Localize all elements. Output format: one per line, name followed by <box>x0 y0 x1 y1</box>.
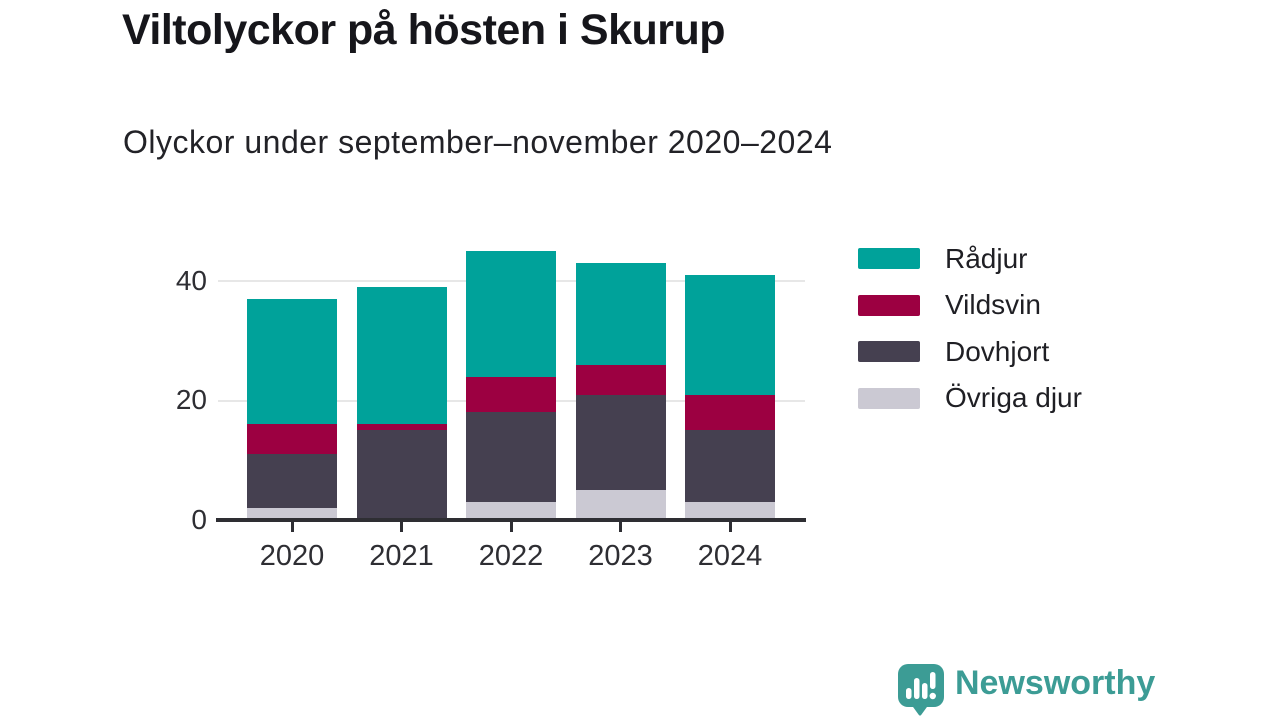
x-axis-label: 2021 <box>369 540 434 572</box>
bar-segment-2020-radjur <box>247 298 337 425</box>
legend-label: Övriga djur <box>945 382 1082 413</box>
bar-segment-2022-vildsvin <box>466 376 556 413</box>
bar-segment-2024-ovriga_djur <box>685 502 775 520</box>
bar-segment-2023-dovhjort <box>575 394 666 491</box>
bar-segment-2020-dovhjort <box>247 454 337 509</box>
bar-segment-2020-ovriga_djur <box>247 508 337 520</box>
x-axis-tick <box>728 522 732 532</box>
x-axis-tick <box>619 522 622 532</box>
legend-item-vildsvin: Vildsvin <box>858 289 1041 320</box>
legend-item-ovriga_djur: Övriga djur <box>858 382 1082 413</box>
chart-subtitle: Olyckor under september–november 2020–20… <box>123 124 833 160</box>
legend-swatch-vildsvin <box>858 294 920 316</box>
newsworthy-logo-text: Newsworthy <box>955 664 1156 702</box>
bar-segment-2022-dovhjort <box>466 412 556 503</box>
x-axis-line <box>216 518 806 522</box>
bar-segment-2021-radjur <box>356 286 447 425</box>
legend-item-dovhjort: Dovhjort <box>858 336 1049 367</box>
newsworthy-logo-icon <box>898 664 944 716</box>
legend-label: Dovhjort <box>945 335 1050 367</box>
legend-swatch-dovhjort <box>858 341 920 362</box>
legend-label: Vildsvin <box>945 289 1041 320</box>
legend-label: Rådjur <box>945 242 1028 274</box>
bar-segment-2023-radjur <box>575 263 666 365</box>
bar-segment-2021-dovhjort <box>356 430 447 520</box>
x-axis-tick <box>290 522 294 532</box>
bar-segment-2024-radjur <box>685 275 775 395</box>
x-axis-label: 2024 <box>697 540 763 572</box>
bar-segment-2021-vildsvin <box>356 424 447 431</box>
bar-segment-2022-radjur <box>466 251 556 377</box>
y-axis-tick-label: 0 <box>191 504 207 535</box>
legend-item-radjur: Rådjur <box>858 243 1027 274</box>
chart-title: Viltolyckor på hösten i Skurup <box>122 6 726 54</box>
x-axis-tick <box>400 522 403 532</box>
x-axis-label: 2020 <box>259 540 325 572</box>
newsworthy-logo: Newsworthy <box>897 663 1155 716</box>
x-axis-label: 2023 <box>588 540 653 572</box>
y-axis-tick-label: 40 <box>175 265 207 296</box>
legend-swatch-radjur <box>858 248 920 269</box>
legend-swatch-ovriga_djur <box>858 387 920 409</box>
bar-segment-2023-vildsvin <box>575 364 666 395</box>
bar-segment-2024-vildsvin <box>685 394 775 431</box>
bar-segment-2023-ovriga_djur <box>575 490 666 520</box>
bar-segment-2022-ovriga_djur <box>466 502 556 520</box>
x-axis-label: 2022 <box>478 540 544 572</box>
bar-segment-2024-dovhjort <box>685 430 775 503</box>
bar-segment-2020-vildsvin <box>247 424 337 455</box>
y-axis-tick-label: 20 <box>175 384 207 415</box>
x-axis-tick <box>509 522 513 532</box>
